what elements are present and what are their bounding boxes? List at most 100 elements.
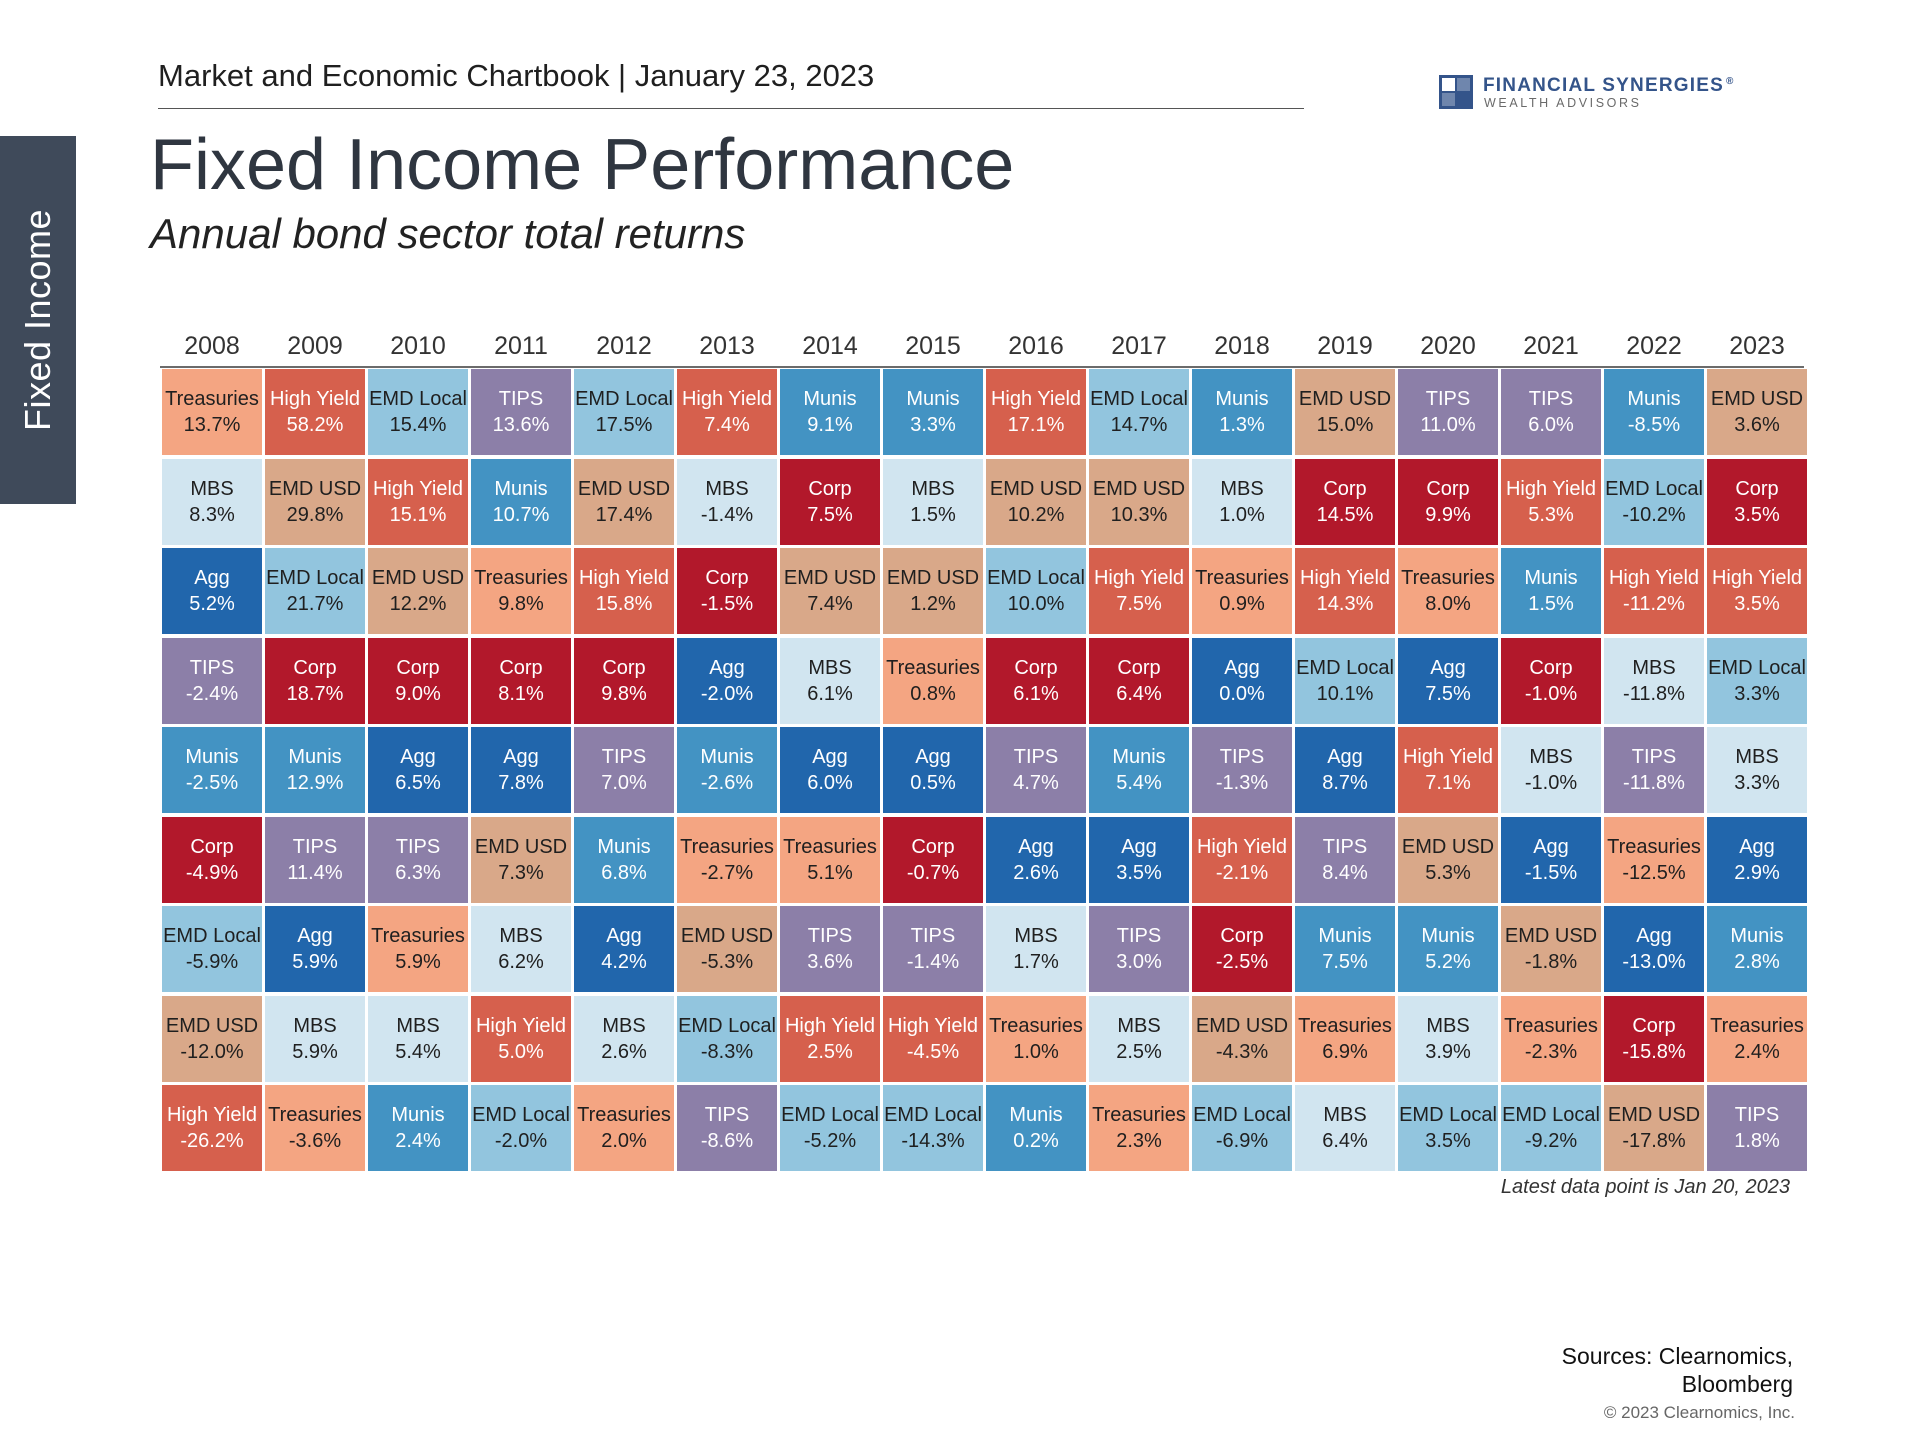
sector-cell: High Yield -2.1% [1192, 816, 1292, 903]
sector-name: Agg [297, 925, 333, 947]
sector-cell: MBS 2.6% [574, 995, 674, 1082]
sector-name: Corp [1735, 477, 1779, 500]
sector-return: 3.3% [1734, 682, 1780, 705]
sector-name: TIPS [1116, 925, 1162, 947]
sector-return: 3.9% [1425, 1040, 1471, 1063]
sector-return: 8.4% [1322, 861, 1368, 884]
sector-name: High Yield [887, 1014, 979, 1037]
sector-cell: TIPS -8.6% [677, 1085, 777, 1171]
sector-name: High Yield [1299, 567, 1391, 589]
sector-cell: Munis 3.3% [883, 369, 983, 455]
sector-cell: Munis 2.8% [1707, 906, 1807, 992]
sector-return: 9.8% [601, 682, 647, 705]
sector-return: 7.4% [704, 414, 750, 436]
sector-name: Munis [597, 835, 651, 858]
sector-cell: Corp -15.8% [1604, 995, 1704, 1082]
sector-return: 2.4% [395, 1130, 441, 1152]
sector-cell: High Yield 7.5% [1089, 548, 1189, 634]
sector-return: -12.0% [180, 1040, 244, 1063]
sector-return: 6.3% [395, 861, 441, 884]
sector-name: EMD USD [783, 567, 877, 589]
sector-name: TIPS [189, 656, 235, 679]
sector-cell: Munis 5.2% [1398, 906, 1498, 992]
sector-name: EMD USD [1195, 1014, 1289, 1037]
sector-return: 2.5% [1116, 1040, 1162, 1063]
sector-return: 2.5% [807, 1040, 853, 1063]
sector-cell: Agg 4.2% [574, 906, 674, 992]
sector-cell: MBS 3.3% [1707, 727, 1807, 813]
sector-name: EMD Local [575, 388, 673, 410]
sector-return: 6.4% [1116, 682, 1162, 705]
sector-name: MBS [190, 477, 234, 500]
sector-cell: Treasuries 5.9% [368, 906, 468, 992]
sector-name: Treasuries [783, 835, 877, 858]
sector-name: Treasuries [1710, 1014, 1804, 1037]
sector-return: 9.9% [1425, 503, 1471, 526]
sector-cell: Corp -1.5% [677, 548, 777, 634]
sector-return: 6.0% [1528, 414, 1574, 436]
sector-name: Agg [1018, 835, 1054, 858]
year-label-2015: 2015 [905, 332, 961, 360]
sector-name: MBS [911, 477, 955, 500]
sector-return: 1.3% [1219, 414, 1265, 436]
sector-return: -2.4% [185, 682, 239, 705]
sector-return: 14.3% [1316, 593, 1374, 615]
year-label-2023: 2023 [1729, 332, 1785, 360]
sector-return: -1.0% [1524, 682, 1578, 705]
sector-name: High Yield [1608, 567, 1700, 589]
sector-return: -4.3% [1215, 1040, 1269, 1063]
sector-cell: EMD Local 10.0% [986, 548, 1086, 634]
sector-return: 5.0% [498, 1040, 544, 1063]
sector-name: TIPS [1219, 746, 1265, 768]
sector-name: Munis [1112, 746, 1166, 768]
sector-cell: TIPS 13.6% [471, 369, 571, 455]
sector-name: MBS [705, 477, 749, 500]
sector-name: High Yield [990, 388, 1082, 410]
sector-return: -8.5% [1627, 414, 1681, 436]
sector-return: 7.5% [1322, 951, 1368, 973]
sector-name: EMD USD [371, 567, 465, 589]
sector-name: TIPS [807, 925, 853, 947]
sector-return: -5.3% [700, 951, 754, 973]
sector-name: TIPS [395, 835, 441, 858]
sector-name: High Yield [1196, 835, 1288, 858]
sector-cell: Agg -2.0% [677, 637, 777, 724]
year-label-2012: 2012 [596, 332, 652, 360]
sector-return: -4.5% [906, 1040, 960, 1063]
sector-cell: High Yield 2.5% [780, 995, 880, 1082]
sector-return: 3.6% [807, 951, 853, 973]
sector-cell: High Yield -11.2% [1604, 548, 1704, 634]
sector-return: 6.8% [601, 861, 647, 884]
sector-name: MBS [1426, 1014, 1470, 1037]
sector-cell: Munis -8.5% [1604, 369, 1704, 455]
sector-return: -1.8% [1524, 951, 1578, 973]
sector-name: Munis [1215, 388, 1269, 410]
sector-name: Treasuries [680, 835, 774, 858]
sector-name: Corp [190, 835, 234, 858]
sector-name: EMD Local [781, 1104, 879, 1126]
sector-cell: TIPS 11.4% [265, 816, 365, 903]
sector-name: EMD USD [1092, 477, 1186, 500]
sector-cell: Corp 9.8% [574, 637, 674, 724]
sector-cell: MBS -1.4% [677, 458, 777, 545]
sector-return: 8.3% [189, 503, 235, 526]
sector-cell: Munis 1.5% [1501, 548, 1601, 634]
sector-cell: Treasuries 5.1% [780, 816, 880, 903]
sector-cell: EMD Local 10.1% [1295, 637, 1395, 724]
sector-name: Agg [709, 656, 745, 679]
sector-name: EMD Local [1296, 656, 1394, 679]
sector-name: EMD Local [678, 1014, 776, 1037]
logo-name: FINANCIAL SYNERGIES ® [1483, 75, 1735, 96]
sector-name: Munis [185, 746, 239, 768]
sector-cell: Corp -2.5% [1192, 906, 1292, 992]
sector-return: 5.3% [1528, 503, 1574, 526]
sector-return: 5.9% [395, 951, 441, 973]
sector-cell: EMD USD 10.3% [1089, 458, 1189, 545]
grid-square-logo-icon [1439, 75, 1473, 109]
sector-cell: Agg -1.5% [1501, 816, 1601, 903]
sector-name: Corp [1323, 477, 1367, 500]
sector-name: Treasuries [577, 1104, 671, 1126]
sector-cell: EMD Local -9.2% [1501, 1085, 1601, 1171]
sector-return: 6.1% [1013, 682, 1059, 705]
sector-cell: EMD Local 14.7% [1089, 369, 1189, 455]
